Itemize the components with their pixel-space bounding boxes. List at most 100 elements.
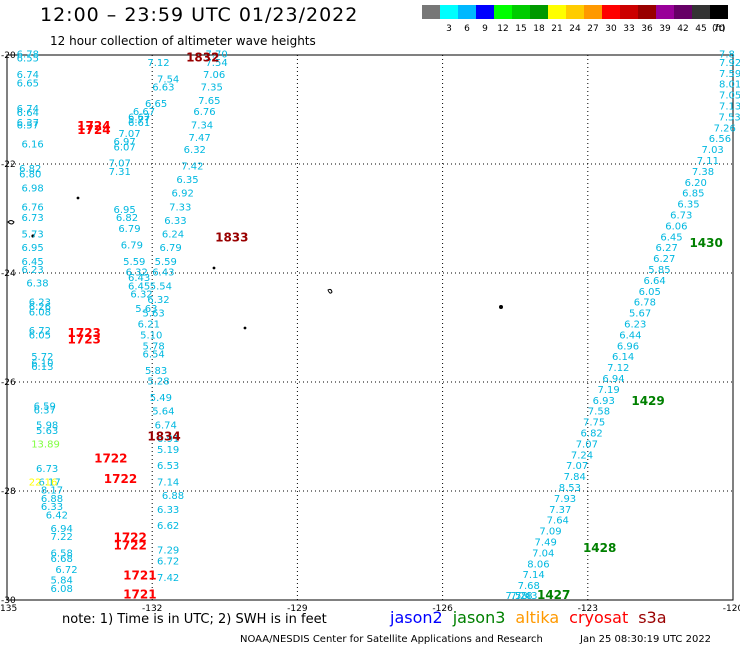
pass-time-labels: 1832172417241833172317231834172217221722…	[68, 51, 723, 602]
swh-value: 6.88	[41, 494, 63, 505]
swh-value: 7.07	[566, 461, 588, 472]
swh-value: 8.53	[559, 483, 581, 494]
legend-swatch	[458, 5, 476, 19]
legend-label: 6	[464, 24, 470, 34]
swh-value: 6.32	[147, 295, 169, 306]
swh-value: 6.06	[665, 221, 687, 232]
pass-time-label: 1722	[104, 472, 137, 486]
swh-value: 7.12	[147, 58, 169, 69]
legend-label: 33	[623, 24, 635, 34]
swh-value: 6.53	[157, 461, 179, 472]
satellite-jason3: jason3	[452, 608, 506, 627]
swh-value: 6.24	[162, 230, 184, 241]
pass-time-label: 1722	[94, 451, 127, 465]
legend-label: 42	[677, 24, 689, 34]
legend-swatch	[566, 5, 584, 19]
swh-value: 6.32	[184, 145, 206, 156]
swh-value: 7.70	[205, 50, 227, 61]
swh-value: 6.55	[17, 54, 39, 65]
swh-value: 6.67	[128, 112, 150, 123]
swh-value: 7.29	[157, 546, 179, 557]
swh-value: 7.38	[692, 167, 714, 178]
swh-value: 13.89	[31, 439, 60, 450]
swh-value: 6.73	[36, 464, 58, 475]
swh-value: 7.14	[157, 478, 179, 489]
swh-value: 7.92	[719, 58, 740, 69]
pass-time-label: 1429	[631, 394, 664, 408]
legend-swatch	[440, 5, 458, 19]
swh-value: 7.84	[564, 472, 586, 483]
swh-value: 7.42	[181, 161, 203, 172]
swh-value: 7.54	[205, 58, 227, 69]
swh-value: 6.76	[193, 107, 215, 118]
swh-value: 7.07	[118, 129, 140, 140]
satellite-altika: altika	[515, 608, 560, 627]
swh-value: 6.35	[677, 200, 699, 211]
lon-tick-label: -132	[142, 604, 162, 614]
swh-value: 6.68	[51, 554, 73, 565]
swh-value: 7.06	[203, 70, 225, 81]
swh-value: 6.61	[128, 118, 150, 129]
swh-value: 5.59	[123, 257, 145, 268]
legend-swatch	[476, 5, 494, 19]
legend-swatch	[530, 5, 548, 19]
swh-value: 6.97	[113, 137, 135, 148]
swh-value: 7.04	[532, 548, 554, 559]
pass-time-label: 1721	[123, 588, 156, 602]
swh-value: 5.78	[143, 341, 165, 352]
swh-value: 6.13	[31, 362, 53, 373]
swh-value: 6.91	[157, 434, 179, 445]
lat-tick-label: -24	[1, 269, 16, 279]
swh-value: 6.73	[670, 211, 692, 222]
swh-value: 6.94	[602, 374, 624, 385]
swh-value: 6.58	[51, 548, 73, 559]
swh-value: 5.10	[140, 330, 162, 341]
swh-value: 5.77	[128, 115, 150, 126]
legend-label: 12	[497, 24, 509, 34]
island-dot	[31, 234, 35, 238]
swh-value: 6.74	[17, 70, 39, 81]
pass-time-label: 1723	[68, 326, 101, 340]
satellite-s3a: s3a	[638, 608, 667, 627]
swh-value: 6.57	[17, 121, 39, 132]
swh-value: 6.88	[162, 491, 184, 502]
legend-swatch	[602, 5, 620, 19]
swh-value: 6.64	[643, 276, 665, 287]
swh-value: 6.98	[22, 183, 44, 194]
legend-label: 18	[533, 24, 545, 34]
swh-value: 7.28	[510, 591, 532, 602]
island-dot	[76, 196, 80, 200]
swh-value: 6.14	[612, 352, 634, 363]
legend-swatch	[494, 5, 512, 19]
pass-time-label: 1834	[147, 430, 180, 444]
swh-value: 7.54	[157, 74, 179, 85]
swh-value: 7.07	[576, 439, 598, 450]
swh-value: 6.82	[116, 213, 138, 224]
legend-label: 9	[482, 24, 488, 34]
swh-value: 6.96	[617, 341, 639, 352]
footer-note: note: 1) Time is in UTC; 2) SWH is in fe…	[62, 612, 327, 627]
swh-value: 6.56	[709, 134, 731, 145]
legend-swatch	[620, 5, 638, 19]
swh-value: 7.14	[522, 570, 544, 581]
swh-value: 7.47	[189, 133, 211, 144]
swh-value: 22.16	[29, 478, 58, 489]
swh-value: 7.75	[583, 418, 605, 429]
swh-value: 6.21	[138, 320, 160, 331]
legend-swatch	[710, 5, 728, 19]
lon-tick-label: -126	[432, 604, 453, 614]
swh-value: 5.28	[147, 377, 169, 388]
swh-value: 6.32	[126, 268, 148, 279]
swh-value: 6.54	[143, 349, 165, 360]
swh-value: 6.33	[157, 505, 179, 516]
lon-tick-label: -129	[287, 604, 308, 614]
axis-ticks: -135 -132 -129 -126 -123 -120 -20 -22 -24 -26 -28 -…	[0, 51, 740, 614]
generated-timestamp: Jan 25 08:30:19 UTC 2022	[580, 634, 712, 645]
pass-time-label: 1427	[537, 588, 570, 602]
swh-value: 5.64	[152, 407, 174, 418]
swh-value: 6.10	[31, 359, 53, 370]
swh-value: 6.95	[113, 205, 135, 216]
swh-value: 6.67	[133, 107, 155, 118]
swh-value: 7.26	[714, 123, 736, 134]
swh-value: 6.64	[17, 108, 39, 119]
